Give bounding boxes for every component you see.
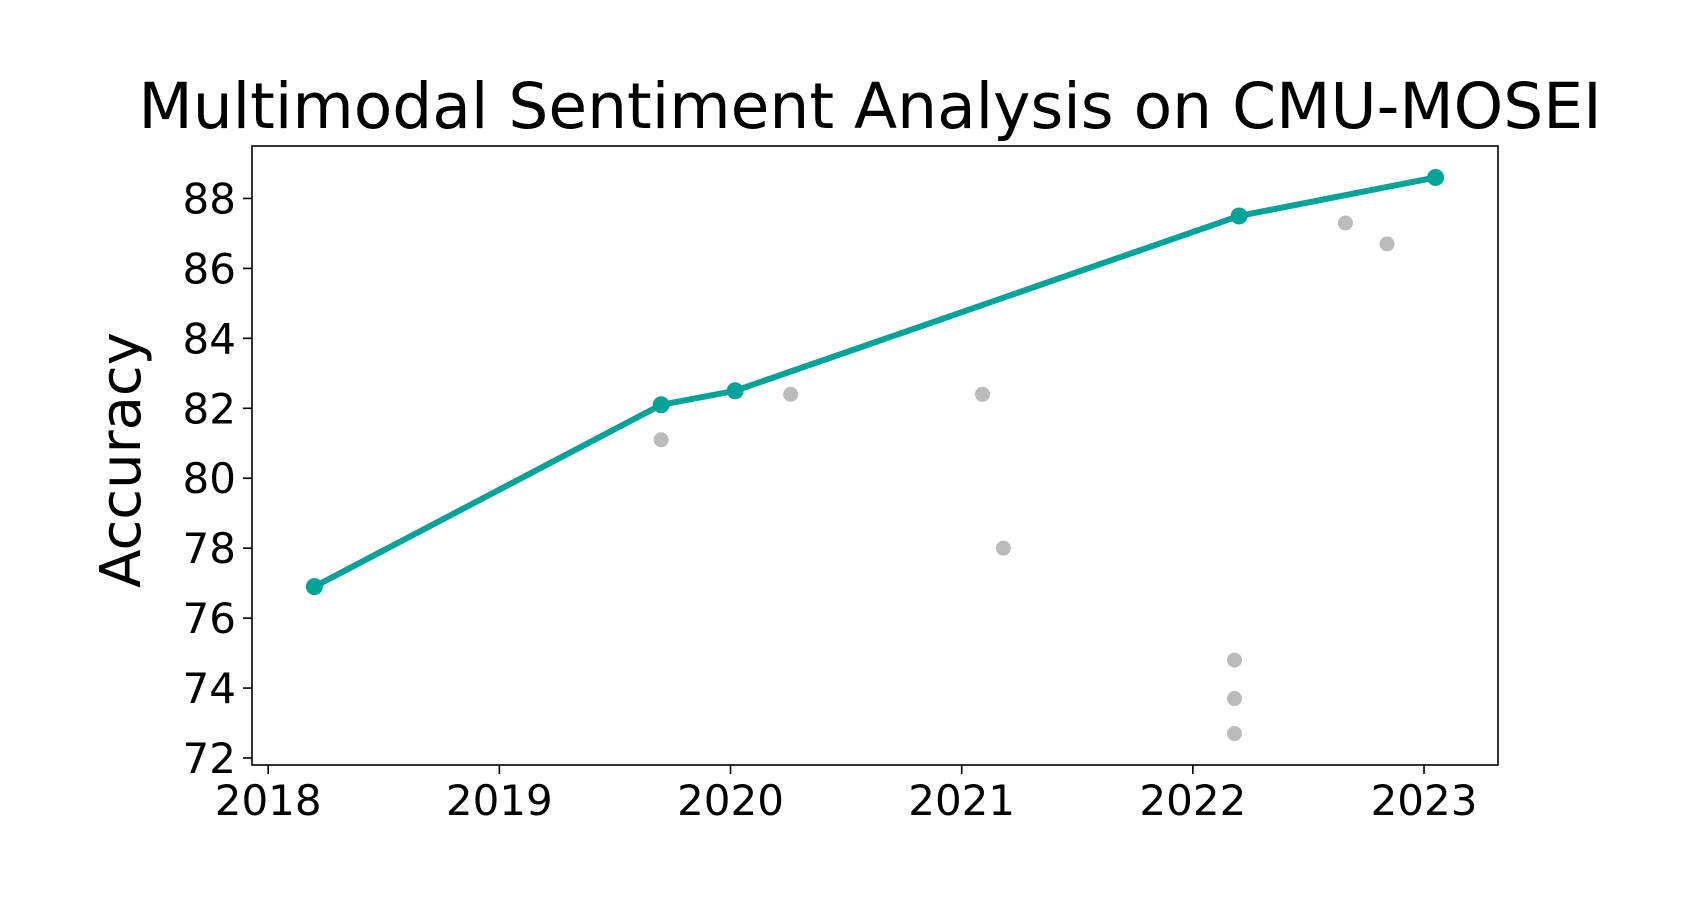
sota-line — [311, 174, 1439, 590]
y-tick-label: 74 — [183, 664, 236, 713]
plot-area — [251, 145, 1499, 766]
y-axis: 72 74 76 78 80 82 84 86 88 — [183, 174, 252, 783]
sota-point — [1230, 207, 1248, 225]
other-method-point — [1226, 726, 1242, 742]
other-method-point — [1226, 652, 1242, 668]
y-tick-label: 76 — [183, 594, 236, 643]
y-tick-label: 86 — [183, 244, 236, 293]
other-method-point — [974, 386, 990, 402]
other-method-point — [995, 540, 1011, 556]
y-tick-label: 72 — [183, 734, 236, 783]
other-method-point — [1379, 236, 1395, 252]
sota-point — [652, 396, 670, 414]
other-method-point — [653, 432, 669, 448]
x-axis: 2018 2019 2020 2021 2022 2023 — [215, 765, 1478, 825]
y-tick-label: 80 — [183, 454, 236, 503]
data-series — [305, 168, 1445, 742]
x-tick-label: 2021 — [908, 776, 1015, 825]
sota-point — [305, 578, 323, 596]
y-tick-label: 78 — [183, 524, 236, 573]
x-tick-label: 2020 — [677, 776, 784, 825]
other-method-point — [1226, 691, 1242, 707]
x-tick-label: 2019 — [446, 776, 553, 825]
other-method-point — [783, 386, 799, 402]
chart-title: Multimodal Sentiment Analysis on CMU-MOS… — [138, 70, 1601, 143]
x-tick-label: 2023 — [1371, 776, 1478, 825]
sota-point — [1427, 168, 1445, 186]
x-tick-label: 2018 — [215, 776, 322, 825]
y-tick-label: 84 — [183, 314, 236, 363]
x-tick-label: 2022 — [1139, 776, 1246, 825]
y-axis-label: Accuracy — [89, 332, 154, 588]
sota-point — [726, 382, 744, 400]
y-tick-label: 82 — [183, 384, 236, 433]
other-method-point — [1337, 215, 1353, 231]
y-tick-label: 88 — [183, 174, 236, 223]
